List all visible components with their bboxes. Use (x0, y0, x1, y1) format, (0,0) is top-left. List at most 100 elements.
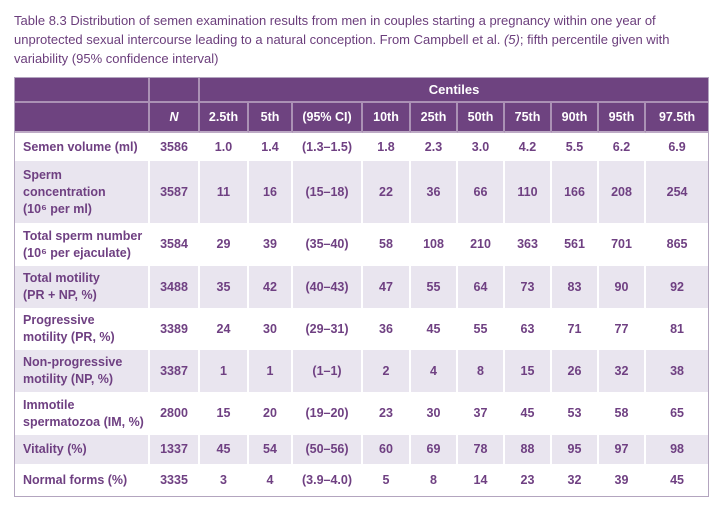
centile-value-cell: 58 (599, 392, 646, 435)
table-row: Non-progressive motility (NP, %) 3387 1 1 (1… (15, 350, 709, 392)
centile-value-cell: 42 (249, 266, 293, 308)
n-label: N (169, 110, 179, 124)
centile-value-cell: 6.2 (599, 133, 646, 161)
centile-value-cell: 69 (411, 435, 458, 464)
centile-value-cell: 90 (599, 266, 646, 308)
centile-value-cell: 24 (200, 308, 249, 350)
row-label-cell: Vitality (%) (15, 435, 150, 464)
centile-value-cell: 3.0 (458, 133, 505, 161)
centile-value-cell: 32 (599, 350, 646, 392)
row-label-cell: Non-progressive motility (NP, %) (15, 350, 150, 392)
centile-value-cell: 4.2 (505, 133, 552, 161)
centile-value-cell: 65 (646, 392, 709, 435)
centile-column-header: 97.5th (646, 103, 709, 133)
centile-value-cell: 47 (363, 266, 411, 308)
centile-value-cell: 30 (411, 392, 458, 435)
centile-column-header: 75th (505, 103, 552, 133)
n-value-cell: 1337 (150, 435, 200, 464)
centile-value-cell: 53 (552, 392, 599, 435)
centile-value-cell: 108 (411, 223, 458, 266)
centile-value-cell: 73 (505, 266, 552, 308)
centile-value-cell: 8 (411, 464, 458, 496)
centile-value-cell: 81 (646, 308, 709, 350)
table-body: Semen volume (ml) 3586 1.0 1.4 (1.3–1.5) 1.8 2… (15, 133, 709, 496)
centile-column-header: 95th (599, 103, 646, 133)
centile-value-cell: 71 (552, 308, 599, 350)
centile-value-cell: 865 (646, 223, 709, 266)
centile-value-cell: 11 (200, 161, 249, 223)
centile-value-cell: 26 (552, 350, 599, 392)
centile-value-cell: (1.3–1.5) (293, 133, 363, 161)
caption-text-start: Table 8.3 Distribution of semen examinat… (14, 13, 656, 47)
centile-value-cell: 39 (249, 223, 293, 266)
centile-value-cell: 32 (552, 464, 599, 496)
centile-value-cell: 1 (200, 350, 249, 392)
centile-value-cell: 38 (646, 350, 709, 392)
centile-value-cell: 2 (363, 350, 411, 392)
centile-column-header: 50th (458, 103, 505, 133)
centiles-group-header: Centiles (200, 78, 709, 103)
row-label-cell: Normal forms (%) (15, 464, 150, 496)
centile-value-cell: 63 (505, 308, 552, 350)
centile-value-cell: 60 (363, 435, 411, 464)
parameter-header-spacer (15, 78, 150, 103)
centile-value-cell: 1.4 (249, 133, 293, 161)
table-row: Normal forms (%) 3335 3 4 (3.9–4.0) 5 8 14 23 32 3… (15, 464, 709, 496)
centile-value-cell: 208 (599, 161, 646, 223)
n-value-cell: 3586 (150, 133, 200, 161)
centile-value-cell: 4 (249, 464, 293, 496)
n-value-cell: 3584 (150, 223, 200, 266)
n-value-cell: 3488 (150, 266, 200, 308)
centile-value-cell: 3 (200, 464, 249, 496)
centile-value-cell: 97 (599, 435, 646, 464)
centile-column-header: 2.5th (200, 103, 249, 133)
centile-value-cell: 210 (458, 223, 505, 266)
row-label-cell: Total motility (PR + NP, %) (15, 266, 150, 308)
centile-value-cell: 8 (458, 350, 505, 392)
n-value-cell: 3335 (150, 464, 200, 496)
centile-value-cell: 363 (505, 223, 552, 266)
centile-value-cell: 15 (505, 350, 552, 392)
centile-value-cell: 23 (505, 464, 552, 496)
centile-value-cell: 88 (505, 435, 552, 464)
centile-value-cell: (35–40) (293, 223, 363, 266)
centile-value-cell: 95 (552, 435, 599, 464)
centile-value-cell: 254 (646, 161, 709, 223)
centile-value-cell: 54 (249, 435, 293, 464)
centile-value-cell: 16 (249, 161, 293, 223)
centile-value-cell: 55 (411, 266, 458, 308)
n-column-header: N (150, 103, 200, 133)
centile-value-cell: 1.0 (200, 133, 249, 161)
centile-value-cell: 36 (363, 308, 411, 350)
centile-value-cell: 15 (200, 392, 249, 435)
table-row: Immotile spermatozoa (IM, %) 2800 15 20 (19–… (15, 392, 709, 435)
centile-value-cell: 1.8 (363, 133, 411, 161)
centile-value-cell: 39 (599, 464, 646, 496)
centile-value-cell: 23 (363, 392, 411, 435)
n-value-cell: 2800 (150, 392, 200, 435)
table-row: Total motility (PR + NP, %) 3488 35 42 (40–4… (15, 266, 709, 308)
centile-value-cell: 166 (552, 161, 599, 223)
centile-column-header: (95% CI) (293, 103, 363, 133)
table-row: Vitality (%) 1337 45 54 (50–56) 60 69 78 88 95 97 9… (15, 435, 709, 464)
table-row: Total sperm number (10⁶ per ejaculate) 35… (15, 223, 709, 266)
centile-column-header: 5th (249, 103, 293, 133)
centile-value-cell: (1–1) (293, 350, 363, 392)
centile-value-cell: 30 (249, 308, 293, 350)
centile-column-header: 90th (552, 103, 599, 133)
n-value-cell: 3387 (150, 350, 200, 392)
centile-value-cell: 22 (363, 161, 411, 223)
centile-value-cell: 55 (458, 308, 505, 350)
semen-examination-results-table: Centiles N 2.5th 5th (95% CI) 10th 25th 50th 7… (14, 77, 710, 497)
centile-value-cell: (15–18) (293, 161, 363, 223)
n-header-spacer (150, 78, 200, 103)
centile-value-cell: 5 (363, 464, 411, 496)
centile-value-cell: 78 (458, 435, 505, 464)
n-value-cell: 3587 (150, 161, 200, 223)
centile-value-cell: 701 (599, 223, 646, 266)
centile-value-cell: 98 (646, 435, 709, 464)
centile-value-cell: 5.5 (552, 133, 599, 161)
centile-value-cell: 37 (458, 392, 505, 435)
centile-value-cell: 66 (458, 161, 505, 223)
